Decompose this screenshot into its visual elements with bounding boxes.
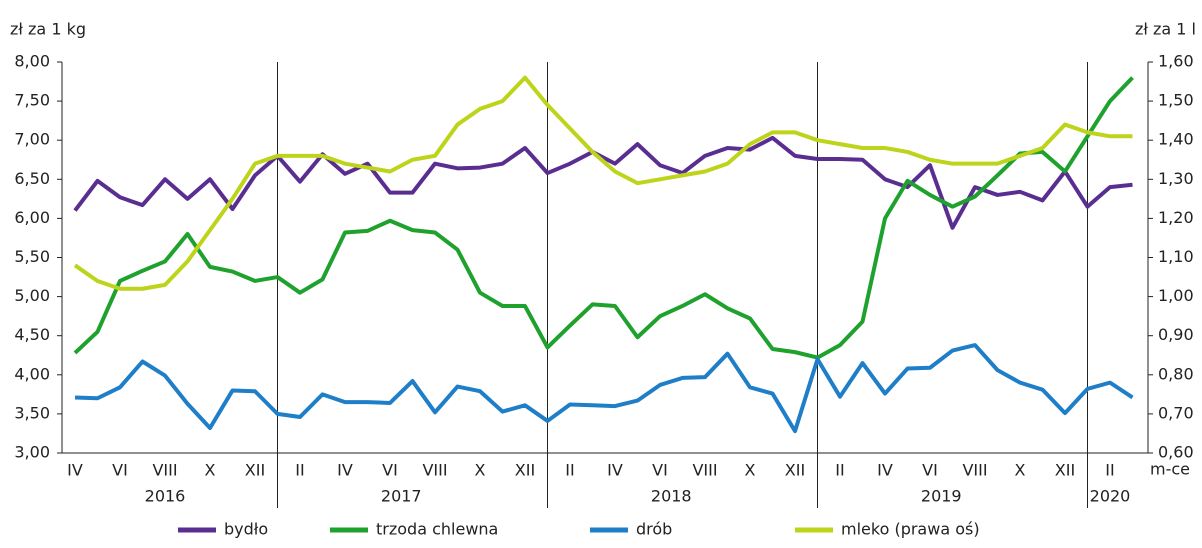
- year-label: 2016: [145, 487, 186, 506]
- legend-label: mleko (prawa oś): [841, 520, 980, 539]
- y2-tick-label: 0,60: [1158, 443, 1194, 462]
- series-line: [73, 76, 1134, 360]
- y2-axis-label: zł za 1 l: [1135, 20, 1196, 39]
- series-line: [74, 343, 1134, 434]
- x-tick-label: XII: [515, 461, 535, 480]
- year-label: 2020: [1090, 487, 1131, 506]
- y-axis-label: zł za 1 kg: [10, 20, 86, 39]
- y-tick-label: 4,00: [14, 364, 50, 383]
- y-tick-label: 4,50: [14, 325, 50, 344]
- y2-tick-label: 1,40: [1158, 130, 1194, 149]
- y-tick-label: 5,50: [14, 247, 50, 266]
- x-tick-label: IV: [607, 461, 623, 480]
- y2-tick-label: 0,80: [1158, 364, 1194, 383]
- legend-label: drób: [636, 520, 672, 539]
- x-tick-label: VIII: [422, 461, 447, 480]
- series-line: [73, 75, 1133, 291]
- y2-tick-label: 1,20: [1158, 208, 1194, 227]
- y2-tick-label: 0,70: [1158, 403, 1194, 422]
- x-tick-label: II: [295, 461, 304, 480]
- y2-tick-label: 1,10: [1158, 247, 1194, 266]
- x-tick-label: VI: [652, 461, 668, 480]
- x-tick-label: XII: [785, 461, 805, 480]
- y2-tick-label: 1,00: [1158, 286, 1194, 305]
- y-tick-label: 3,00: [14, 443, 50, 462]
- year-label: 2018: [651, 487, 692, 506]
- x-tick-label: IV: [877, 461, 893, 480]
- y-tick-label: 8,00: [14, 52, 50, 71]
- x-tick-label: XII: [1055, 461, 1075, 480]
- y2-tick-label: 1,30: [1158, 169, 1194, 188]
- year-label: 2019: [921, 487, 962, 506]
- legend-label: bydło: [224, 520, 268, 539]
- legend-label: trzoda chlewna: [376, 520, 498, 539]
- x-tick-label: II: [835, 461, 844, 480]
- x-tick-label: X: [745, 461, 756, 480]
- x-tick-label: IV: [67, 461, 83, 480]
- x-axis-label: m-ce: [1150, 460, 1190, 479]
- y-tick-label: 7,50: [14, 91, 50, 110]
- x-tick-label: VI: [922, 461, 938, 480]
- series-line: [73, 135, 1133, 230]
- x-tick-label: VIII: [962, 461, 987, 480]
- y-tick-label: 6,50: [14, 169, 50, 188]
- x-tick-label: VIII: [152, 461, 177, 480]
- x-tick-label: II: [565, 461, 574, 480]
- y2-tick-label: 1,50: [1158, 91, 1194, 110]
- y-tick-label: 3,50: [14, 403, 50, 422]
- x-tick-label: X: [205, 461, 216, 480]
- year-label: 2017: [381, 487, 422, 506]
- x-tick-label: IV: [337, 461, 353, 480]
- y-tick-label: 7,00: [14, 130, 50, 149]
- x-tick-label: X: [475, 461, 486, 480]
- x-tick-label: XII: [245, 461, 265, 480]
- y2-tick-label: 1,60: [1158, 52, 1194, 71]
- y2-tick-label: 0,90: [1158, 325, 1194, 344]
- y-tick-label: 6,00: [14, 208, 50, 227]
- x-tick-label: VI: [112, 461, 128, 480]
- x-tick-label: X: [1015, 461, 1026, 480]
- x-tick-label: VIII: [692, 461, 717, 480]
- x-tick-label: II: [1105, 461, 1114, 480]
- y-tick-label: 5,00: [14, 286, 50, 305]
- x-tick-label: VI: [382, 461, 398, 480]
